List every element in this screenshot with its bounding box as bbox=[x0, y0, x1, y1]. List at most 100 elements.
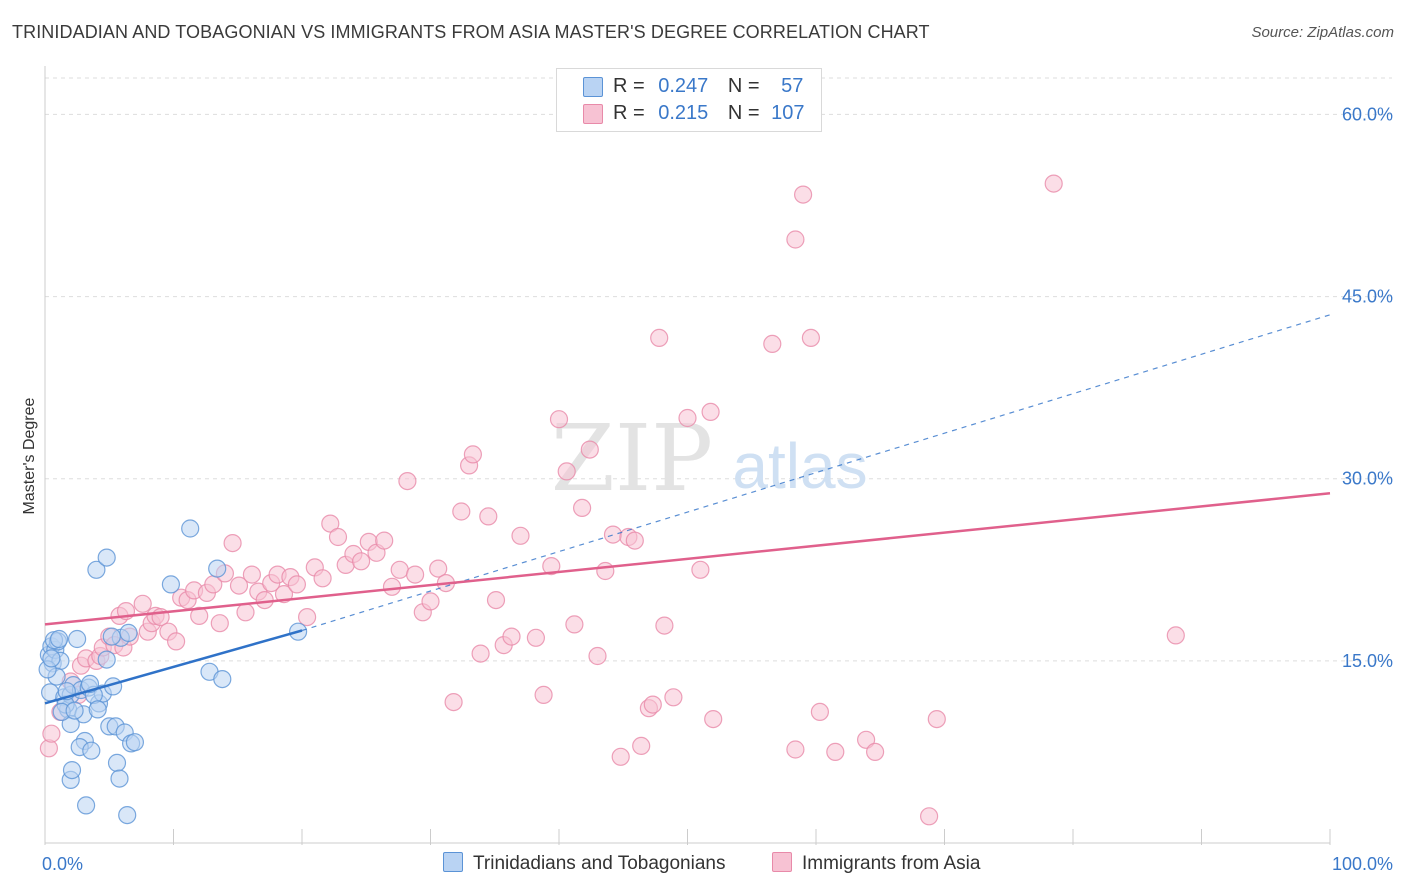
data-point-asia bbox=[927, 709, 946, 729]
data-point-asia bbox=[763, 334, 782, 353]
data-point-trinidadian bbox=[119, 623, 138, 643]
data-point-trinidadian bbox=[67, 629, 87, 649]
data-point-asia bbox=[793, 185, 813, 204]
legend-r-label: R = bbox=[613, 102, 645, 124]
data-point-asia bbox=[691, 560, 710, 579]
legend-n-label: N = bbox=[727, 102, 760, 124]
data-point-asia bbox=[255, 590, 274, 610]
y-tick-label: 15.0% bbox=[1342, 651, 1393, 671]
data-point-asia bbox=[210, 614, 229, 633]
watermark: ZIP atlas bbox=[551, 405, 868, 512]
data-point-asia bbox=[588, 646, 607, 666]
data-point-asia bbox=[826, 742, 845, 762]
data-point-asia bbox=[444, 692, 463, 712]
y-tick-label: 30.0% bbox=[1342, 469, 1393, 489]
data-point-asia bbox=[236, 603, 255, 622]
data-point-asia bbox=[429, 559, 448, 578]
source-label: Source: ZipAtlas.com bbox=[1251, 24, 1394, 41]
data-point-asia bbox=[810, 702, 830, 722]
data-point-asia bbox=[643, 695, 662, 714]
y-tick-label: 60.0% bbox=[1342, 104, 1393, 124]
data-point-asia bbox=[580, 440, 599, 459]
data-point-trinidadian bbox=[97, 548, 116, 567]
y-tick-label: 45.0% bbox=[1342, 287, 1393, 307]
data-point-asia bbox=[542, 556, 561, 576]
data-point-asia bbox=[321, 514, 340, 533]
bottom-legend-swatch-pink bbox=[772, 852, 792, 872]
bottom-legend-trinidadian: Trinidadians and Tobagonians bbox=[443, 852, 725, 875]
data-point-trinidadian bbox=[107, 753, 127, 773]
data-point-asia bbox=[486, 590, 506, 610]
trend-layer bbox=[44, 314, 1331, 705]
data-point-trinidadian bbox=[110, 769, 129, 788]
data-point-asia bbox=[701, 402, 720, 421]
data-point-asia bbox=[865, 742, 885, 762]
data-point-trinidadian bbox=[97, 650, 116, 669]
data-point-trinidadian bbox=[65, 701, 84, 720]
data-point-asia bbox=[650, 328, 669, 347]
data-point-asia bbox=[375, 531, 394, 550]
data-point-asia bbox=[625, 531, 644, 550]
data-point-trinidadian bbox=[49, 629, 69, 649]
data-point-trinidadian bbox=[161, 575, 180, 594]
label-layer: 15.0% 30.0% 45.0% 60.0% 0.0% 100.0% bbox=[42, 104, 1393, 874]
data-point-trinidadian bbox=[213, 669, 232, 689]
data-point-asia bbox=[1166, 626, 1185, 645]
data-point-asia bbox=[390, 560, 409, 579]
data-point-trinidadian bbox=[88, 700, 107, 719]
watermark-atlas: atlas bbox=[732, 430, 867, 502]
data-point-asia bbox=[1044, 174, 1063, 193]
data-point-asia bbox=[406, 565, 425, 584]
data-point-trinidadian bbox=[118, 805, 137, 825]
bottom-legend-label-asia: Immigrants from Asia bbox=[802, 853, 981, 874]
axis-layer bbox=[44, 66, 1331, 845]
data-point-trinidadian bbox=[76, 796, 96, 815]
trend-line-trinidadian bbox=[44, 629, 303, 705]
data-point-asia bbox=[534, 685, 553, 705]
data-point-trinidadian bbox=[102, 627, 121, 646]
legend-r-label: R = bbox=[613, 75, 645, 97]
data-point-trinidadian bbox=[125, 733, 144, 752]
data-point-asia bbox=[655, 616, 674, 635]
data-point-asia bbox=[352, 552, 371, 571]
legend-n-value-pink: 107 bbox=[771, 102, 805, 124]
data-point-asia bbox=[382, 577, 402, 596]
data-point-asia bbox=[421, 592, 440, 611]
legend-swatch-pink bbox=[583, 104, 603, 124]
data-point-asia bbox=[328, 527, 348, 547]
bottom-legend-asia: Immigrants from Asia bbox=[772, 852, 980, 875]
data-point-asia bbox=[502, 627, 521, 646]
data-point-asia bbox=[565, 615, 584, 634]
data-point-asia bbox=[223, 533, 242, 553]
data-point-asia bbox=[526, 628, 546, 647]
data-point-asia bbox=[167, 632, 186, 651]
data-point-asia bbox=[229, 576, 249, 595]
bottom-legend-label-trinidadian: Trinidadians and Tobagonians bbox=[473, 853, 726, 874]
bottom-legend-swatch-blue bbox=[443, 852, 463, 872]
data-point-asia bbox=[42, 724, 61, 743]
data-point-asia bbox=[298, 607, 317, 627]
chart-title: TRINIDADIAN AND TOBAGONIAN VS IMMIGRANTS… bbox=[12, 22, 930, 42]
legend-swatch-blue bbox=[583, 77, 603, 97]
x-tick-label: 100.0% bbox=[1332, 854, 1393, 874]
data-point-asia bbox=[190, 606, 209, 626]
data-point-asia bbox=[919, 807, 939, 826]
legend-r-value-pink: 0.215 bbox=[658, 102, 709, 124]
data-point-asia bbox=[398, 472, 417, 491]
data-point-asia bbox=[596, 561, 615, 581]
data-point-asia bbox=[572, 498, 592, 517]
trend-line-asia bbox=[44, 492, 1331, 626]
data-point-asia bbox=[704, 709, 723, 729]
legend-n-value-blue: 57 bbox=[781, 75, 804, 97]
data-point-asia bbox=[603, 525, 623, 544]
data-point-asia bbox=[287, 575, 306, 594]
data-point-asia bbox=[801, 328, 821, 347]
data-point-trinidadian bbox=[208, 559, 227, 578]
legend-r-value-blue: 0.247 bbox=[658, 75, 709, 97]
data-point-trinidadian bbox=[181, 519, 200, 538]
data-point-asia bbox=[678, 408, 697, 428]
data-point-asia bbox=[511, 526, 530, 545]
data-point-asia bbox=[611, 747, 630, 766]
points-layer bbox=[38, 174, 1185, 826]
data-point-asia bbox=[479, 507, 498, 526]
